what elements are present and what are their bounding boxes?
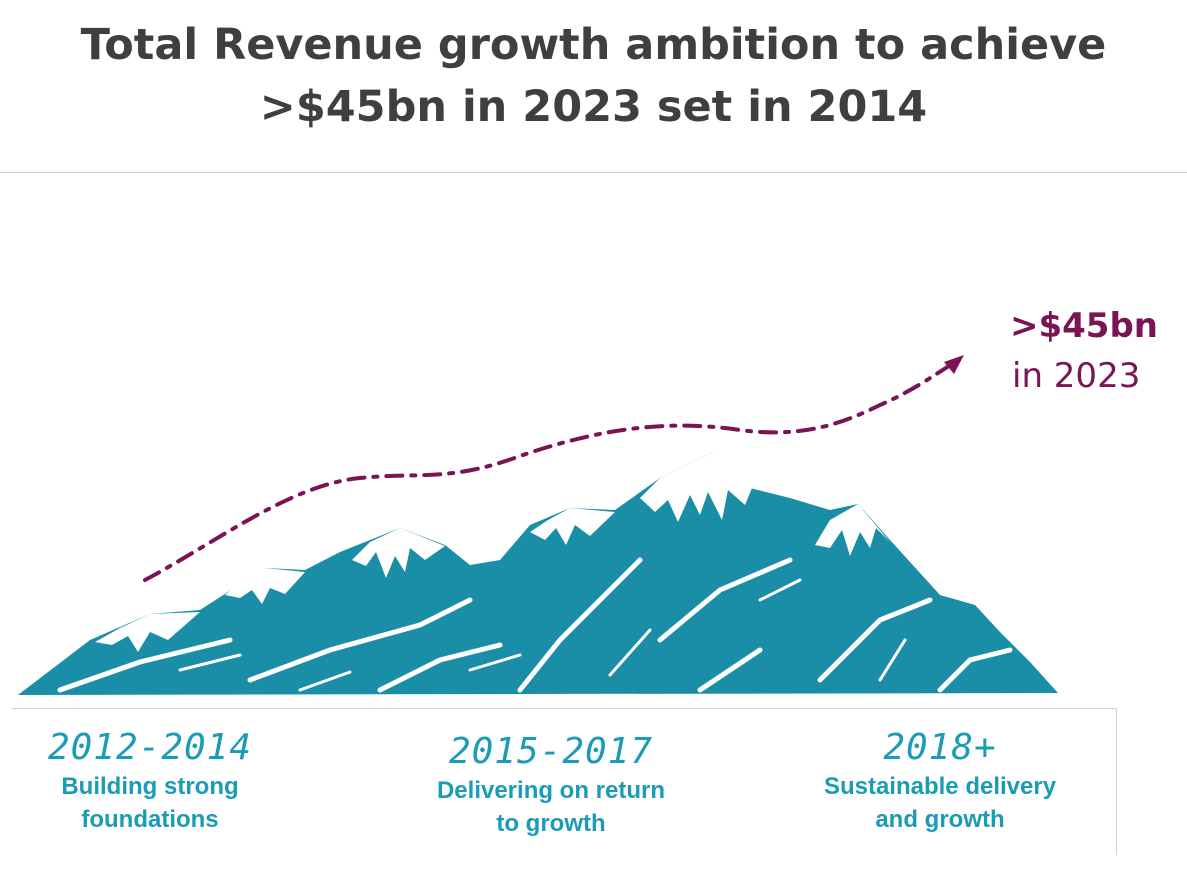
phase-3-line-1: Sustainable delivery	[823, 773, 1057, 800]
snow-caps	[95, 452, 890, 652]
mountain-silhouette	[18, 452, 1058, 695]
phase-2: 2015-2017 Delivering on return to growth	[381, 730, 721, 840]
trend-line	[143, 362, 954, 582]
title-line-1: Total Revenue growth ambition to achieve	[80, 20, 1107, 70]
phases-panel	[12, 708, 1117, 855]
trend-arrowhead	[944, 355, 964, 374]
phase-2-line-2: to growth	[496, 810, 606, 837]
ridge-lines-fine	[178, 578, 907, 692]
page-title: Total Revenue growth ambition to achieve…	[0, 14, 1187, 138]
phase-2-line-1: Delivering on return	[436, 777, 666, 804]
phase-1: 2012-2014 Building strong foundations	[0, 726, 320, 836]
title-divider	[0, 172, 1187, 173]
target-value: >$45bn	[1010, 306, 1159, 346]
phase-2-years: 2015-2017	[448, 731, 654, 772]
phase-1-line-2: foundations	[81, 806, 219, 833]
title-line-2: >$45bn in 2023 set in 2014	[259, 82, 928, 132]
mountain-range-icon	[18, 452, 1058, 695]
phase-1-years: 2012-2014	[47, 727, 253, 768]
phase-3: 2018+ Sustainable delivery and growth	[770, 726, 1110, 836]
target-year: in 2023	[1012, 356, 1141, 396]
phase-1-line-1: Building strong	[61, 773, 239, 800]
phase-3-line-2: and growth	[875, 806, 1005, 833]
trend-arrow-icon	[143, 355, 964, 582]
phase-3-years: 2018+	[883, 727, 997, 768]
ridge-lines	[57, 557, 1013, 693]
